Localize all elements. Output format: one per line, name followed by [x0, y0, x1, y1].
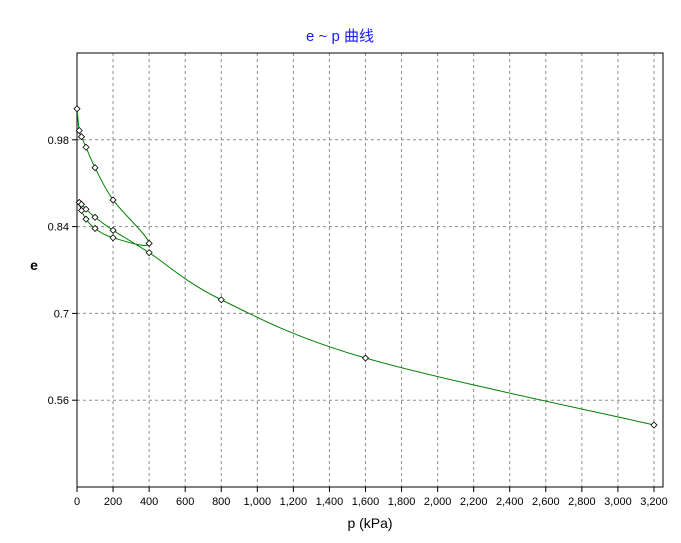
- data-point-marker: [77, 200, 86, 208]
- data-point-marker: [75, 126, 83, 135]
- y-tick-label: 0.98: [48, 135, 69, 147]
- x-axis-ticks: 0 200 400 600 800 1,000 1,200 1,400 1,600 1,800 2,…: [74, 487, 668, 508]
- x-tick-label: 2,400: [496, 496, 524, 508]
- x-tick-label: 2,800: [568, 496, 596, 508]
- x-axis-title: p (kPa): [347, 515, 392, 531]
- chart-title: e ~ p 曲线: [306, 28, 374, 45]
- data-point-marker: [217, 296, 225, 304]
- x-tick-label: 600: [176, 496, 194, 508]
- x-tick-label: 0: [74, 496, 80, 508]
- series-layer: [73, 105, 658, 429]
- y-tick-label: 0.7: [54, 308, 69, 320]
- data-point-marker: [73, 105, 81, 113]
- plot-area-frame: [76, 52, 664, 488]
- x-tick-label: 1,200: [280, 496, 308, 508]
- grid: [77, 53, 663, 487]
- data-point-marker: [82, 143, 90, 151]
- data-point-marker: [650, 421, 658, 429]
- x-tick-label: 1,800: [388, 496, 416, 508]
- data-point-marker: [361, 354, 370, 362]
- y-axis-title: e: [30, 257, 38, 273]
- data-point-marker: [91, 213, 99, 221]
- x-tick-label: 1,600: [352, 496, 380, 508]
- data-point-marker: [82, 215, 90, 223]
- data-point-marker: [91, 164, 99, 172]
- x-tick-label: 2,600: [532, 496, 560, 508]
- data-point-marker: [77, 133, 86, 141]
- data-point-marker: [109, 196, 117, 204]
- x-tick-label: 3,200: [640, 496, 668, 508]
- x-tick-label: 200: [104, 496, 122, 508]
- data-point-marker: [109, 226, 117, 234]
- x-tick-label: 3,000: [604, 496, 632, 508]
- data-point-marker: [82, 205, 90, 213]
- x-tick-label: 2,000: [424, 496, 452, 508]
- data-point-marker: [109, 234, 117, 242]
- y-tick-label: 0.56: [48, 395, 69, 407]
- data-point-marker: [145, 239, 153, 247]
- data-point-marker: [145, 249, 153, 257]
- x-tick-label: 2,200: [460, 496, 488, 508]
- x-tick-label: 1,000: [244, 496, 272, 508]
- x-tick-label: 1,400: [316, 496, 344, 508]
- data-point-marker: [91, 224, 99, 233]
- y-axis-ticks: 0.56 0.7 0.84 0.98: [48, 135, 77, 407]
- y-tick-label: 0.84: [48, 222, 69, 234]
- x-tick-label: 800: [212, 496, 230, 508]
- x-tick-label: 400: [140, 496, 158, 508]
